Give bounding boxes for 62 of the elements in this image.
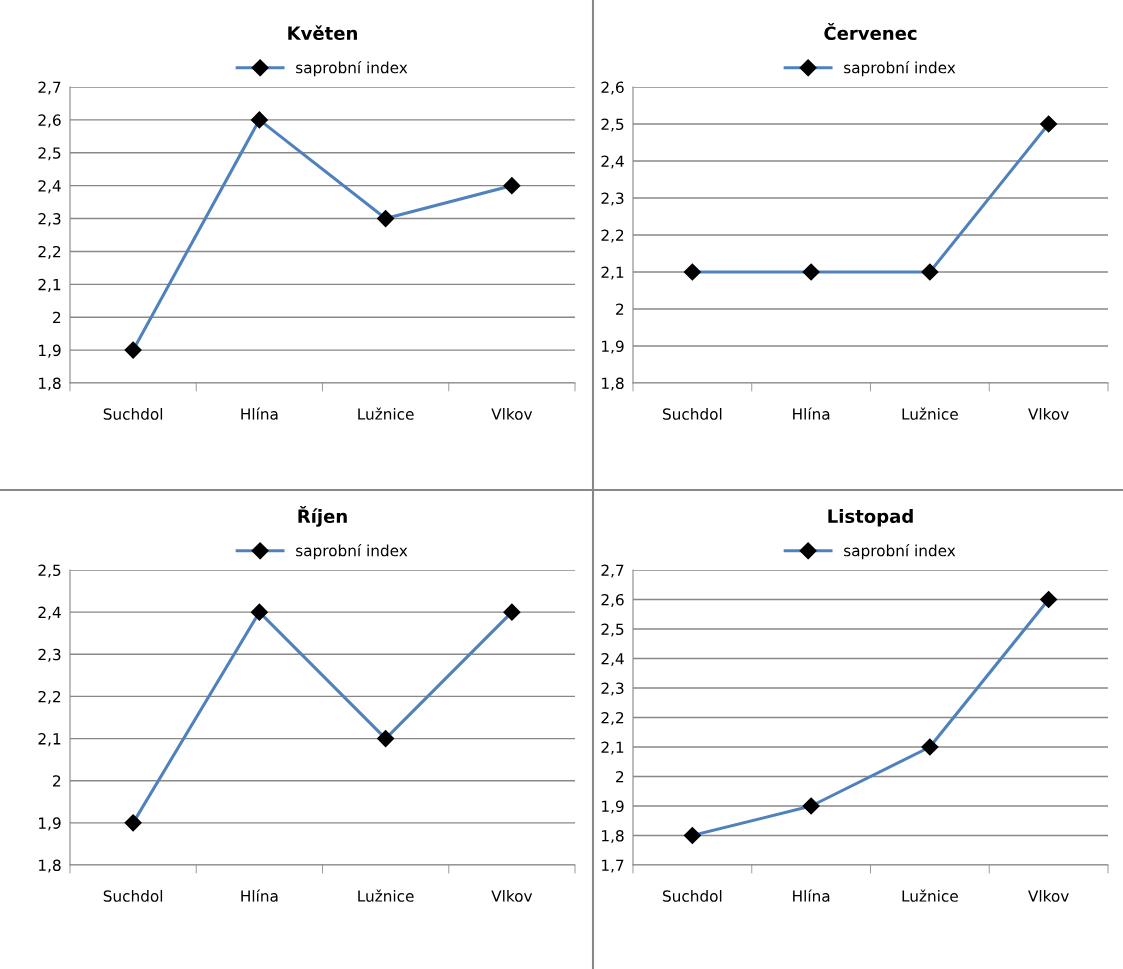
y-tick-label: 2,4 [38, 606, 61, 620]
x-tick-label: Hlína [241, 889, 278, 902]
y-tick-label: 2,5 [601, 623, 624, 637]
y-tick-label: 2,5 [38, 147, 61, 161]
legend-label: saprobní index [296, 543, 408, 560]
x-tick-label: Lužnice [902, 407, 958, 420]
y-tick-label: 2,2 [38, 690, 61, 705]
legend-label: saprobní index [844, 543, 956, 560]
y-tick-label: 2,7 [601, 564, 624, 578]
x-tick-label: Hlína [793, 889, 830, 902]
y-tick-label: 2 [616, 303, 624, 315]
y-tick-label: 2,3 [601, 682, 624, 696]
y-tick-label: 1,8 [602, 377, 624, 391]
x-tick-label: Vlkov [491, 408, 533, 420]
y-tick-label: 1,8 [602, 829, 624, 844]
y-tick-label: 2,4 [601, 652, 624, 667]
y-tick-label: 1,9 [602, 800, 624, 814]
x-tick-label: Suchdol [663, 408, 722, 420]
y-tick-label: 2,1 [38, 278, 61, 292]
y-tick-label: 2 [53, 311, 61, 324]
y-tick-label: 1,9 [39, 817, 61, 831]
x-tick-label: Suchdol [103, 890, 163, 902]
legend-label: saprobní index [296, 60, 408, 77]
y-tick-label: 2,5 [601, 118, 624, 132]
legend-label: saprobní index [844, 60, 956, 77]
x-tick-label: Vlkov [1028, 890, 1069, 902]
y-tick-label: 1,9 [39, 344, 61, 358]
y-tick-label: 2,3 [601, 192, 624, 206]
y-tick-label: 2,4 [601, 155, 624, 169]
y-tick-label: 2,5 [38, 564, 61, 578]
x-tick-label: Lužnice [358, 889, 414, 902]
y-tick-label: 2,2 [601, 711, 624, 726]
y-tick-label: 2,3 [38, 213, 61, 227]
y-tick-label: 1,8 [39, 377, 61, 391]
y-tick-label: 2,2 [38, 245, 61, 260]
chart-title: Květen [288, 25, 357, 41]
y-tick-label: 2 [616, 770, 624, 783]
y-tick-label: 2,1 [38, 733, 61, 747]
chart-title: Listopad [828, 509, 913, 527]
x-tick-label: Vlkov [1028, 408, 1069, 420]
y-tick-label: 1,8 [39, 859, 61, 873]
y-tick-label: 2,1 [601, 741, 624, 755]
x-tick-label: Hlína [241, 407, 278, 420]
y-tick-label: 1,9 [602, 340, 624, 354]
y-tick-label: 2,6 [601, 593, 624, 608]
y-tick-label: 1,7 [602, 859, 624, 873]
x-tick-label: Hlína [793, 407, 830, 420]
x-tick-label: Lužnice [358, 407, 414, 420]
y-tick-label: 2,2 [601, 229, 624, 243]
x-tick-label: Lužnice [902, 889, 958, 902]
x-tick-label: Suchdol [103, 408, 163, 420]
x-tick-label: Suchdol [663, 890, 722, 902]
chart-title: Říjen [298, 506, 347, 527]
y-tick-label: 2,7 [38, 81, 61, 95]
y-tick-label: 2,6 [601, 81, 624, 95]
y-tick-label: 2 [53, 775, 61, 787]
y-tick-label: 2,6 [38, 114, 61, 128]
y-tick-label: 2,1 [601, 266, 624, 280]
y-tick-label: 2,4 [38, 180, 61, 194]
chart-title: Červenec [824, 23, 917, 41]
x-tick-label: Vlkov [491, 890, 533, 902]
y-tick-label: 2,3 [38, 648, 61, 662]
